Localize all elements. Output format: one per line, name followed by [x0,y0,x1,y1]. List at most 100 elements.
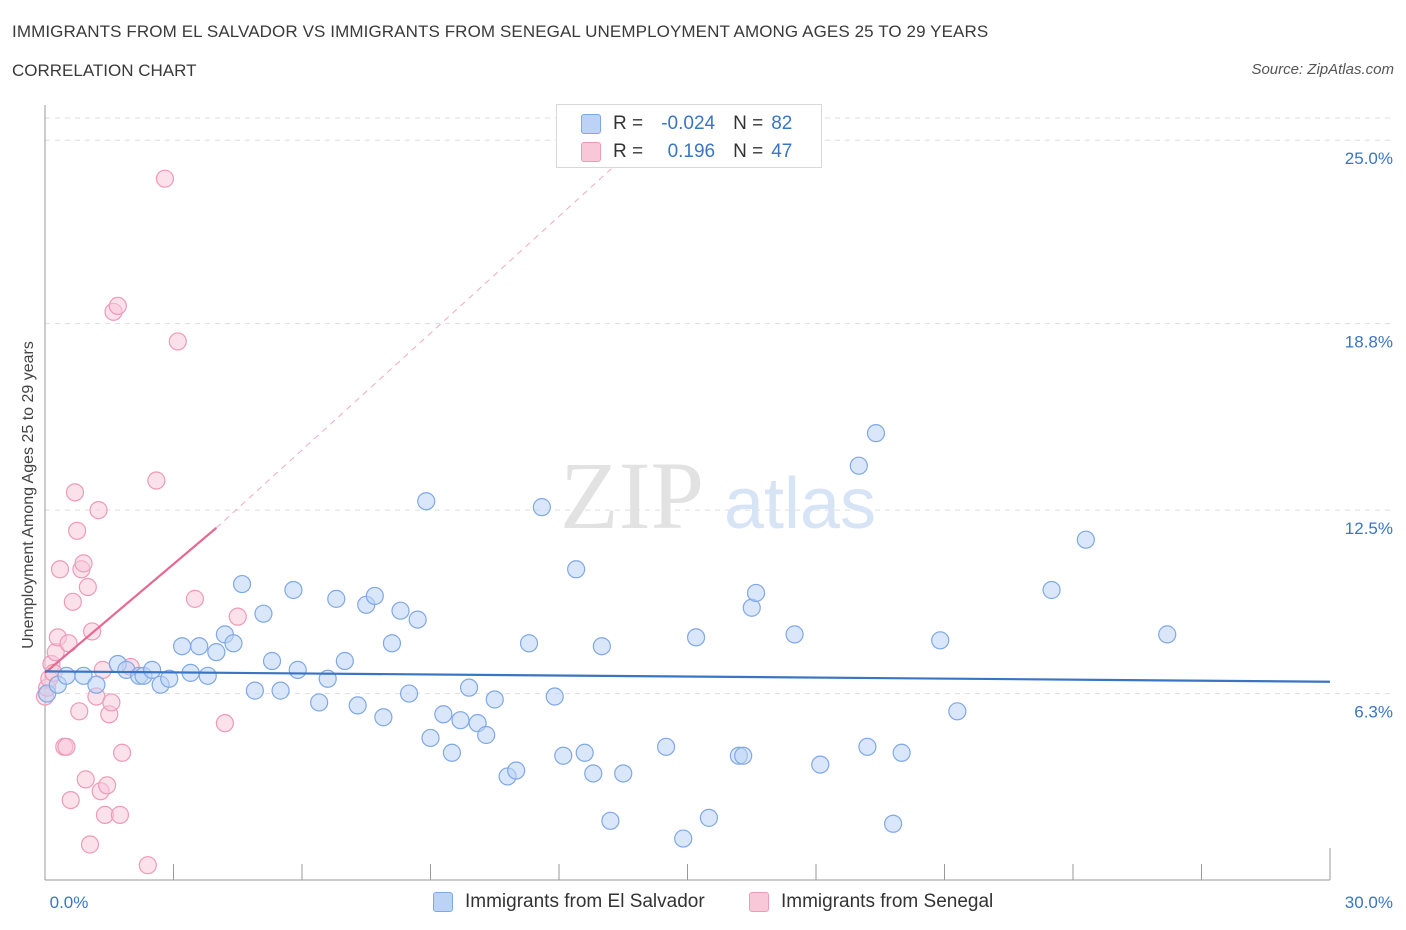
bottom-legend-swatch-pink [749,892,769,912]
el-salvador-point [207,643,226,662]
y-tick-label: 18.8% [1345,333,1393,352]
el-salvador-point [519,634,539,653]
el-salvador-trend-line [44,670,1331,683]
el-salvador-point [335,651,354,671]
el-salvador-point [584,764,603,783]
senegal-point [108,296,127,316]
el-salvador-point [254,604,273,623]
el-salvador-point [288,660,307,679]
watermark-zip: ZIP [560,442,704,549]
r-label: R = [613,113,644,134]
grid-lines [45,117,1395,695]
el-salvador-point [459,678,479,697]
el-salvador-point [554,746,573,765]
r-label: R = [613,141,644,162]
senegal-point [228,607,247,626]
el-salvador-point [883,814,903,833]
senegal-point [185,589,205,608]
el-salvador-point [271,681,290,700]
y-tick-label: 25.0% [1345,149,1393,168]
bottom-legend-swatch-blue [433,892,453,912]
x-tick-label-min: 0.0% [50,893,89,912]
el-salvador-point [849,456,868,475]
bottom-legend-label-el-salvador: Immigrants from El Salvador [465,891,705,912]
senegal-point [61,791,80,810]
senegal-point [70,702,89,721]
el-salvador-point [172,637,192,656]
senegal-point [89,500,108,520]
el-salvador-point [399,684,419,703]
el-salvador-point [160,669,179,688]
el-salvador-point [686,628,706,647]
el-salvador-point [699,808,719,827]
senegal-point [215,714,234,733]
el-salvador-point [811,755,830,774]
el-salvador-point [87,675,106,694]
senegal-trend-line [44,527,218,674]
bottom-legend-el-salvador: Immigrants from El Salvador [433,890,705,914]
el-salvador-point [434,705,453,724]
watermark-atlas: atlas [724,464,876,544]
el-salvador-point [674,829,693,848]
el-salvador-point [858,737,877,756]
el-salvador-point [567,560,586,579]
r-value-senegal: 0.196 [667,141,716,162]
el-salvador-point [374,708,393,727]
legend-row-el-salvador: R = -0.024 N = 82 [581,112,803,136]
trend-lines [44,157,1331,683]
senegal-point [102,693,121,712]
y-tick-label: 6.3% [1354,703,1393,722]
senegal-point [147,471,166,490]
el-salvador-point [485,690,504,709]
el-salvador-point [746,583,766,603]
el-salvador-point [391,601,410,620]
senegal-point [63,592,82,611]
el-salvador-point [614,764,633,783]
n-value-el-salvador: 82 [771,113,793,134]
senegal-point [80,835,100,854]
senegal-point [168,332,187,351]
el-salvador-point [451,711,470,730]
n-value-senegal: 47 [771,141,793,162]
source-credit: Source: ZipAtlas.com [1251,61,1394,78]
bottom-legend-senegal: Immigrants from Senegal [749,890,993,914]
tick-labels: 6.3% 12.5% 18.8% 25.0% 0.0% 30.0% [50,149,1393,912]
el-salvador-point [592,637,611,656]
el-salvador-point [142,660,162,679]
el-salvador-point [57,666,76,685]
el-salvador-point [310,693,329,712]
senegal-point [65,483,85,502]
legend-swatch-pink [581,142,601,162]
watermark: ZIP atlas [560,442,876,549]
chart-title: IMMIGRANTS FROM EL SALVADOR VS IMMIGRANT… [12,22,989,41]
el-salvador-point [1158,625,1177,644]
senegal-point [98,776,117,795]
senegal-point [76,770,95,789]
senegal-point [155,169,175,188]
el-salvador-point [245,681,264,700]
el-salvador-point [545,687,564,706]
el-salvador-point [421,728,440,748]
el-salvador-point [601,811,620,830]
senegal-point [57,737,76,756]
el-salvador-point [785,625,804,644]
el-salvador-point [417,492,436,511]
el-salvador-point [262,651,282,671]
el-salvador-point [507,761,526,780]
senegal-point [112,743,132,762]
chart-subtitle: CORRELATION CHART [12,61,197,80]
el-salvador-point [1042,580,1061,600]
el-salvador-point [866,424,886,443]
n-label: N = [733,113,764,134]
axes [44,105,1331,881]
legend-swatch-blue [581,114,601,134]
el-salvador-point [348,696,367,715]
el-salvador-point [1076,530,1095,549]
legend-row-senegal: R = 0.196 N = 47 [581,140,803,164]
el-salvador-point [232,574,252,594]
r-value-el-salvador: -0.024 [661,113,716,134]
y-tick-label: 12.5% [1345,519,1393,538]
el-salvador-point [532,498,551,517]
el-salvador-point [442,743,462,762]
